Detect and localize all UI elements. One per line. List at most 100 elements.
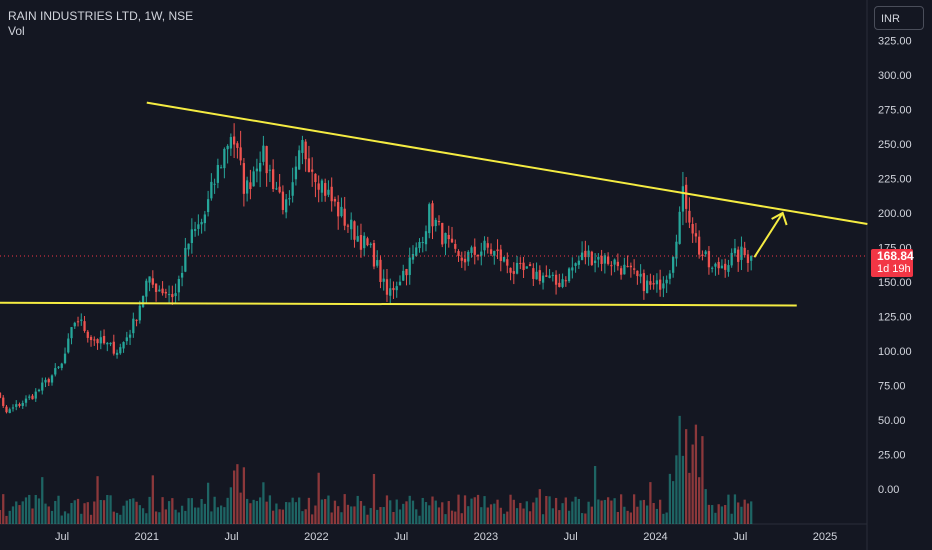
candle-body — [50, 375, 54, 383]
volume-bar — [499, 507, 502, 524]
volume-bar — [291, 497, 294, 524]
volume-bar — [593, 466, 597, 524]
y-tick-label: 225.00 — [878, 174, 912, 186]
volume-bar — [340, 512, 343, 524]
volume-bar — [567, 510, 571, 524]
candle-body — [112, 341, 115, 354]
descending-resistance-trendline — [146, 101, 868, 226]
candle-body — [206, 199, 210, 213]
volume-bar — [343, 494, 346, 524]
volume-bar — [730, 513, 733, 524]
candle-body — [411, 253, 415, 260]
chart-legend: RAIN INDUSTRIES LTD, 1W, NSE Vol — [8, 9, 193, 39]
volume-bar — [434, 500, 437, 524]
y-tick-label: 300.00 — [878, 70, 912, 82]
volume-bar — [421, 497, 424, 524]
volume-bar — [428, 505, 431, 524]
volume-bar — [376, 509, 379, 524]
candle-body — [275, 188, 278, 190]
volume-bar — [493, 503, 496, 524]
candle-body — [70, 327, 73, 339]
volume-bar — [203, 503, 206, 524]
volume-bar — [164, 509, 167, 524]
candle-body — [746, 254, 750, 263]
candle-body — [733, 248, 737, 254]
volume-bar — [11, 506, 15, 524]
candle-body — [180, 272, 184, 278]
candle-body — [93, 339, 96, 341]
candle-body — [245, 180, 249, 194]
x-tick-label: 2023 — [474, 531, 498, 543]
last-price-value: 168.84 — [877, 249, 914, 263]
candle-body — [655, 280, 659, 285]
candle-body — [561, 279, 564, 287]
candle-body — [34, 391, 37, 399]
volume-bar — [600, 500, 603, 524]
volume-bar — [255, 501, 259, 524]
volume-bar — [707, 504, 711, 524]
candle-body — [437, 221, 441, 223]
currency-button[interactable]: INR — [874, 6, 924, 30]
volume-bar — [21, 501, 24, 524]
candle-body — [174, 293, 177, 297]
volume-bar — [473, 497, 476, 524]
candle-body — [376, 260, 379, 266]
candle-body — [473, 246, 476, 255]
volume-bar — [437, 507, 441, 524]
candle-body — [418, 242, 421, 249]
volume-bar — [141, 508, 145, 524]
volume-bar — [174, 509, 177, 524]
candle-body — [499, 249, 502, 261]
volume-bar — [564, 497, 567, 524]
volume-bar — [486, 507, 489, 524]
volume-bar — [558, 510, 561, 524]
candle-body — [57, 366, 60, 368]
candle-body — [727, 265, 730, 272]
volume-bar — [333, 500, 337, 524]
candle-body — [236, 143, 239, 148]
y-tick-label: 150.00 — [878, 277, 912, 289]
volume-bar — [112, 511, 115, 524]
candle-body — [441, 222, 444, 245]
volume-bar — [259, 497, 262, 524]
volume-bar — [28, 494, 31, 524]
volume-bar — [145, 513, 148, 524]
volume-bar — [89, 514, 93, 524]
candle-body — [307, 158, 311, 173]
volume-bar — [154, 511, 158, 524]
volume-bar — [363, 505, 366, 524]
volume-bar — [219, 505, 223, 524]
candle-body — [454, 243, 457, 249]
candle-body — [200, 222, 203, 225]
candle-body — [83, 321, 86, 331]
volume-bar — [200, 499, 203, 524]
volume-bar — [685, 429, 688, 524]
candle-body — [301, 140, 304, 153]
candle-body — [740, 246, 743, 260]
volume-bar — [47, 506, 50, 524]
volume-bar — [385, 495, 389, 524]
candle-body — [587, 250, 590, 258]
y-tick-label: 200.00 — [878, 208, 912, 220]
candle-body — [291, 182, 294, 196]
candle-body — [350, 219, 353, 230]
candle-body — [18, 404, 21, 406]
volume-bar — [314, 505, 317, 524]
volume-bar — [76, 498, 80, 524]
candle-body — [424, 231, 428, 245]
candle-body — [76, 321, 80, 323]
volume-bar — [245, 498, 249, 524]
volume-bar — [350, 506, 353, 524]
candle-body — [509, 267, 512, 273]
volume-bar — [659, 499, 662, 524]
volume-bar — [317, 472, 320, 524]
volume-bar — [93, 501, 96, 524]
volume-bar — [193, 507, 197, 524]
candle-body — [86, 331, 89, 338]
candle-body — [577, 260, 580, 265]
volume-bar — [623, 506, 626, 524]
volume-bar — [67, 513, 70, 524]
volume-bar — [541, 514, 545, 524]
